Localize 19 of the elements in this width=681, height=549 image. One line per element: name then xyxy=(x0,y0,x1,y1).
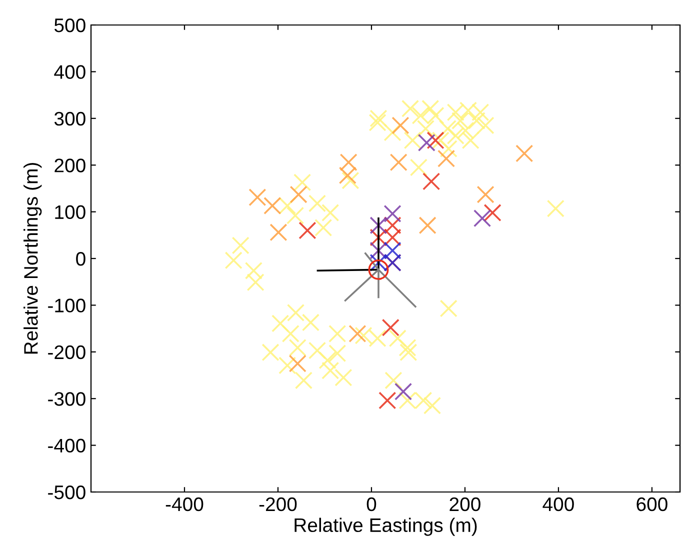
y-tick-label: 100 xyxy=(55,205,86,220)
y-tick-label: 0 xyxy=(76,252,86,266)
x-tick-label: 400 xyxy=(542,497,574,512)
x-tick-label: -200 xyxy=(259,497,297,512)
x-axis-title: Relative Eastings (m) xyxy=(294,518,477,536)
x-tick-label: 0 xyxy=(366,497,376,512)
x-tick-label: 200 xyxy=(450,497,480,512)
y-tick-label: -400 xyxy=(48,438,86,453)
y-axis-title: Relative Northings (m) xyxy=(24,162,42,354)
y-tick-label: -300 xyxy=(48,392,86,406)
y-tick-label: 200 xyxy=(54,158,86,172)
y-tick-label: 300 xyxy=(54,112,86,126)
y-tick-label: 500 xyxy=(54,18,86,32)
y-tick-label: -100 xyxy=(48,298,86,312)
x-tick-label: -400 xyxy=(166,497,204,512)
y-tick-label: -200 xyxy=(48,345,86,360)
y-tick-label: 400 xyxy=(54,65,86,79)
x-tick-label: 600 xyxy=(636,497,668,512)
y-tick-label: -500 xyxy=(48,485,86,500)
